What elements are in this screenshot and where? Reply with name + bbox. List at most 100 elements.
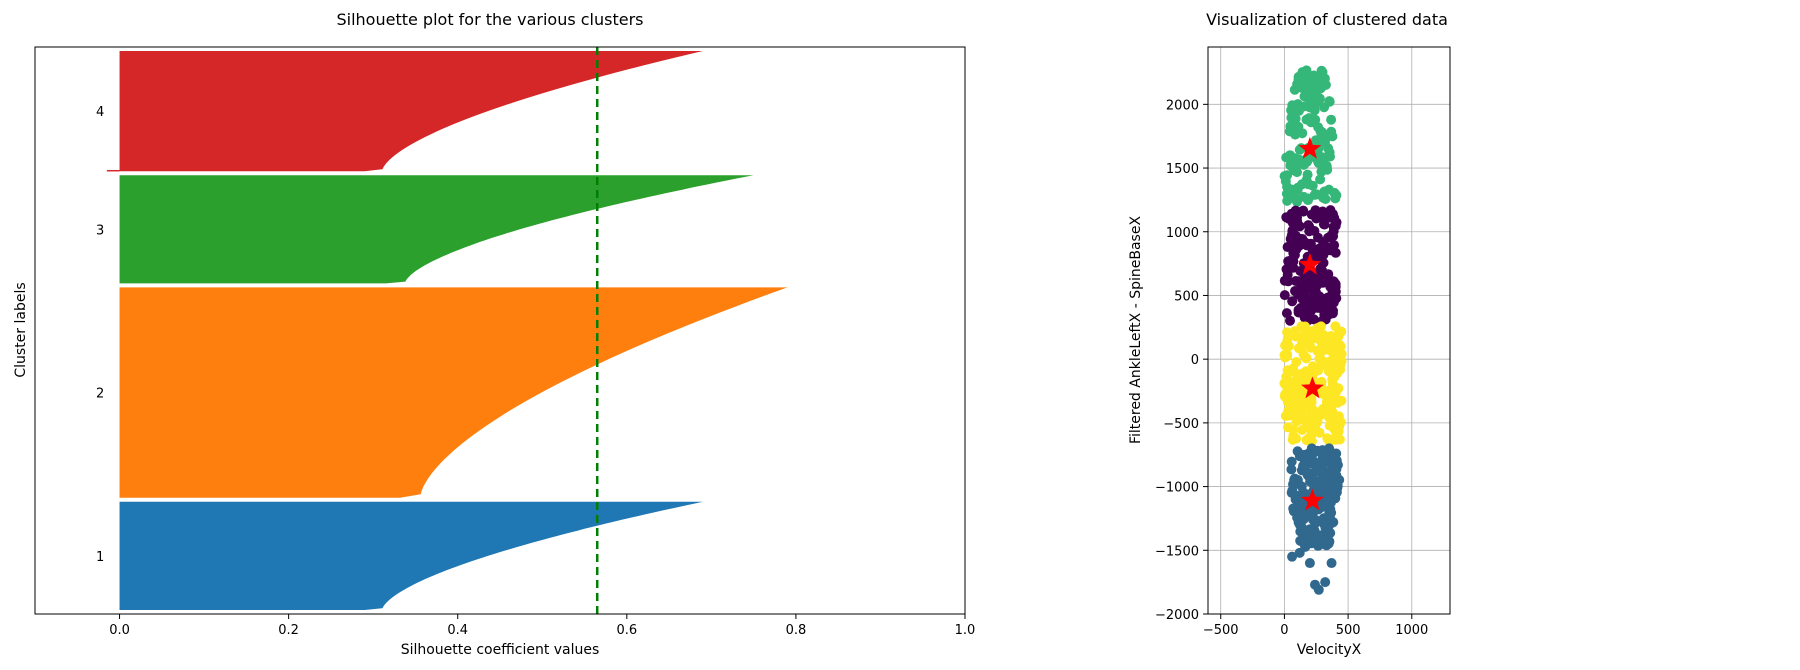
cluster-label-1: 1 xyxy=(96,550,104,565)
cluster-labels: 1 2 3 4 xyxy=(96,105,104,565)
scatter-point xyxy=(1314,93,1324,104)
scatter-point xyxy=(1314,427,1325,438)
scatter-point xyxy=(1305,342,1316,353)
scatter-point xyxy=(1301,352,1312,363)
scatter-point xyxy=(1328,222,1339,232)
scatter-outlier-point xyxy=(1326,558,1337,569)
scatter-point xyxy=(1324,420,1335,431)
scatter-point xyxy=(1297,450,1308,461)
scatter-outlier-point xyxy=(1313,584,1324,595)
scatter-y-tick-label: 1000 xyxy=(1166,226,1199,241)
scatter-point xyxy=(1308,456,1319,467)
scatter-point xyxy=(1301,398,1312,409)
cluster-label-2: 2 xyxy=(96,387,104,402)
silhouette-x-tick-label: 0.2 xyxy=(278,623,299,638)
scatter-point xyxy=(1282,181,1293,192)
scatter-point xyxy=(1325,151,1335,162)
scatter-point xyxy=(1287,225,1298,236)
scatter-y-tick-label: 500 xyxy=(1174,289,1199,304)
scatter-point xyxy=(1310,135,1321,146)
scatter-point xyxy=(1331,470,1342,481)
scatter-x-tick-label: 0 xyxy=(1280,623,1288,638)
scatter-point xyxy=(1326,114,1337,125)
scatter-point xyxy=(1336,395,1347,406)
scatter-point xyxy=(1317,336,1328,347)
scatter-point xyxy=(1313,540,1323,551)
scatter-point xyxy=(1316,65,1327,76)
scatter-y-tick-label: −1000 xyxy=(1155,481,1199,496)
scatter-y-tick-label: −2000 xyxy=(1155,608,1199,623)
scatter-y-axis-label: Filtered AnkleLeftX - SpineBaseX xyxy=(1128,216,1144,444)
scatter-point xyxy=(1298,373,1309,384)
centroid-star-marker xyxy=(1301,376,1324,399)
silhouette-subplot: Silhouette plot for the various clusters… xyxy=(13,10,975,658)
scatter-point xyxy=(1283,422,1293,433)
scatter-points xyxy=(1279,65,1347,595)
scatter-point xyxy=(1287,296,1298,307)
scatter-point xyxy=(1293,305,1304,315)
scatter-point xyxy=(1281,390,1291,400)
scatter-point xyxy=(1286,105,1297,116)
silhouette-x-axis-label: Silhouette coefficient values xyxy=(401,642,600,658)
scatter-point xyxy=(1302,100,1313,111)
scatter-point xyxy=(1304,524,1315,535)
scatter-point xyxy=(1330,247,1341,258)
scatter-point xyxy=(1289,192,1300,203)
scatter-point xyxy=(1328,369,1338,379)
scatter-point xyxy=(1292,99,1303,110)
scatter-point xyxy=(1307,361,1318,372)
scatter-point xyxy=(1307,326,1318,337)
scatter-point xyxy=(1327,489,1338,500)
scatter-point xyxy=(1336,356,1347,367)
scatter-point xyxy=(1296,481,1307,492)
silhouette-x-tick-label: 0.4 xyxy=(447,623,468,638)
scatter-point xyxy=(1325,294,1336,305)
scatter-point xyxy=(1282,195,1293,206)
scatter-point xyxy=(1302,169,1313,180)
silhouette-title: Silhouette plot for the various clusters xyxy=(336,10,643,29)
scatter-point xyxy=(1316,481,1327,492)
scatter-point xyxy=(1310,114,1321,125)
scatter-point xyxy=(1321,272,1332,283)
scatter-point xyxy=(1288,262,1299,273)
scatter-point xyxy=(1301,435,1312,445)
scatter-point xyxy=(1294,221,1305,232)
silhouette-x-tick-label: 1.0 xyxy=(955,623,976,638)
scatter-y-tick-label: 1500 xyxy=(1166,162,1199,177)
scatter-axes-frame xyxy=(1207,46,1451,615)
scatter-point xyxy=(1326,230,1337,241)
silhouette-band-2 xyxy=(119,287,788,498)
scatter-point xyxy=(1316,166,1327,177)
scatter-point xyxy=(1288,363,1299,374)
scatter-x-ticks: −500 0 500 1000 xyxy=(1203,614,1428,638)
scatter-point xyxy=(1308,445,1319,456)
scatter-point xyxy=(1330,434,1341,445)
silhouette-x-tick-label: 0.0 xyxy=(109,623,130,638)
scatter-point xyxy=(1280,411,1291,421)
scatter-point xyxy=(1282,170,1293,181)
scatter-point xyxy=(1301,240,1312,251)
scatter-point xyxy=(1318,237,1329,248)
scatter-point xyxy=(1292,79,1303,89)
scatter-point xyxy=(1316,152,1327,163)
scatter-point xyxy=(1285,315,1295,326)
scatter-point xyxy=(1315,347,1326,358)
scatter-point xyxy=(1315,361,1326,372)
scatter-point xyxy=(1286,112,1297,123)
scatter-point xyxy=(1286,487,1297,498)
scatter-point xyxy=(1306,84,1317,95)
scatter-point xyxy=(1289,250,1300,260)
silhouette-y-axis-label: Cluster labels xyxy=(13,282,29,377)
cluster-label-4: 4 xyxy=(96,105,104,120)
centroid-star-marker xyxy=(1298,252,1322,275)
scatter-point xyxy=(1297,425,1308,435)
scatter-point xyxy=(1308,70,1319,81)
scatter-point xyxy=(1284,126,1295,137)
silhouette-band-3 xyxy=(119,175,754,284)
silhouette-band-1 xyxy=(119,501,703,610)
scatter-point xyxy=(1290,326,1300,337)
scatter-point xyxy=(1295,535,1306,546)
scatter-point xyxy=(1297,293,1308,304)
scatter-centroids xyxy=(1298,136,1324,511)
